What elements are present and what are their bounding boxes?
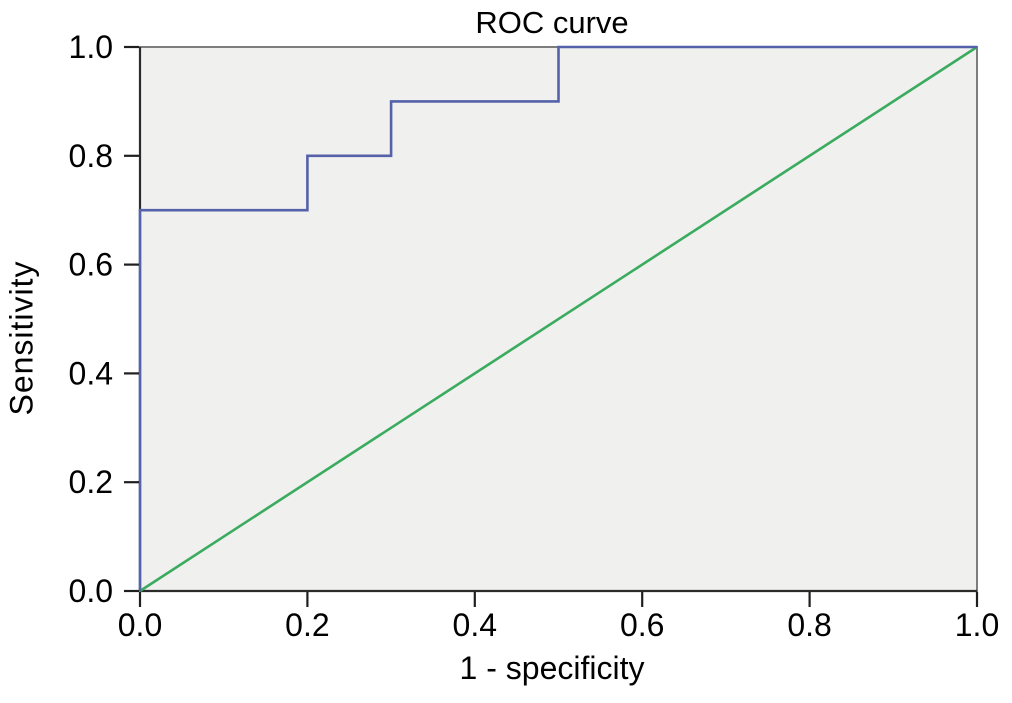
y-tick-label: 0.8 xyxy=(69,138,113,174)
x-tick-label: 0.8 xyxy=(787,607,831,643)
y-tick-label: 0.0 xyxy=(69,573,113,609)
x-tick-label: 0.4 xyxy=(453,607,497,643)
y-tick-label: 1.0 xyxy=(69,29,113,65)
x-tick-label: 1.0 xyxy=(955,607,999,643)
y-tick-label: 0.2 xyxy=(69,464,113,500)
x-tick-label: 0.6 xyxy=(620,607,664,643)
reference-diagonal-line xyxy=(139,45,978,593)
y-tick-label: 0.6 xyxy=(69,247,113,283)
x-tick-label: 0.0 xyxy=(118,607,162,643)
y-tick-label: 0.4 xyxy=(69,355,113,391)
x-axis-label: 1 - specificity xyxy=(459,650,645,686)
x-tick-label: 0.2 xyxy=(285,607,329,643)
roc-curve-line xyxy=(138,45,977,591)
chart-title: ROC curve xyxy=(475,5,629,40)
